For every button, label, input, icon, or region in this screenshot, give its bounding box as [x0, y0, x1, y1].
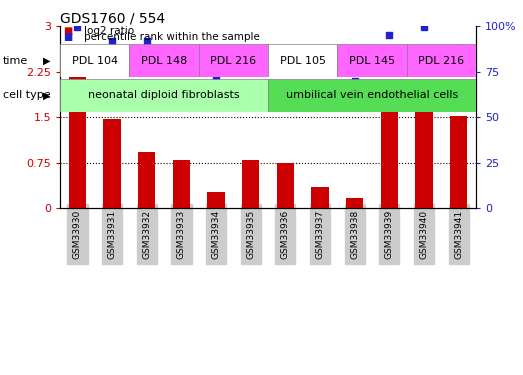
Bar — [69, 76, 86, 208]
Text: PDL 145: PDL 145 — [349, 56, 395, 66]
Text: PDL 216: PDL 216 — [210, 56, 256, 66]
Point — [281, 60, 290, 66]
Bar — [407, 44, 476, 77]
Bar — [415, 109, 433, 208]
Bar — [208, 192, 225, 208]
Point — [143, 38, 151, 44]
Point — [177, 65, 186, 71]
Bar — [381, 98, 398, 208]
Text: ▶: ▶ — [43, 90, 51, 101]
Point — [350, 78, 359, 84]
Text: neonatal diploid fibroblasts: neonatal diploid fibroblasts — [88, 90, 240, 101]
Bar — [268, 79, 476, 112]
Bar — [346, 198, 363, 208]
Bar — [60, 44, 129, 77]
Point — [316, 65, 324, 71]
Text: PDL 105: PDL 105 — [280, 56, 326, 66]
Bar — [60, 79, 268, 112]
Bar — [450, 116, 467, 208]
Point — [385, 32, 393, 38]
Bar — [277, 163, 294, 208]
Bar — [138, 152, 155, 208]
Text: cell type: cell type — [3, 90, 50, 101]
Point — [212, 74, 220, 80]
Text: ■: ■ — [63, 32, 72, 42]
Text: PDL 104: PDL 104 — [72, 56, 118, 66]
Bar — [129, 44, 199, 77]
Point — [108, 38, 116, 44]
Bar — [242, 160, 259, 208]
Text: PDL 216: PDL 216 — [418, 56, 464, 66]
Bar — [337, 44, 407, 77]
Text: umbilical vein endothelial cells: umbilical vein endothelial cells — [286, 90, 458, 101]
Point — [454, 45, 463, 51]
Point — [420, 24, 428, 30]
Bar — [104, 119, 121, 208]
Bar — [199, 44, 268, 77]
Bar — [268, 44, 337, 77]
Text: GDS1760 / 554: GDS1760 / 554 — [60, 11, 165, 25]
Bar — [311, 187, 328, 208]
Text: time: time — [3, 56, 28, 66]
Text: log2 ratio: log2 ratio — [84, 26, 134, 36]
Bar — [173, 160, 190, 208]
Point — [246, 63, 255, 69]
Text: ▶: ▶ — [43, 56, 51, 66]
Text: PDL 148: PDL 148 — [141, 56, 187, 66]
Text: ■: ■ — [63, 26, 72, 36]
Point — [73, 24, 82, 30]
Text: percentile rank within the sample: percentile rank within the sample — [84, 32, 259, 42]
